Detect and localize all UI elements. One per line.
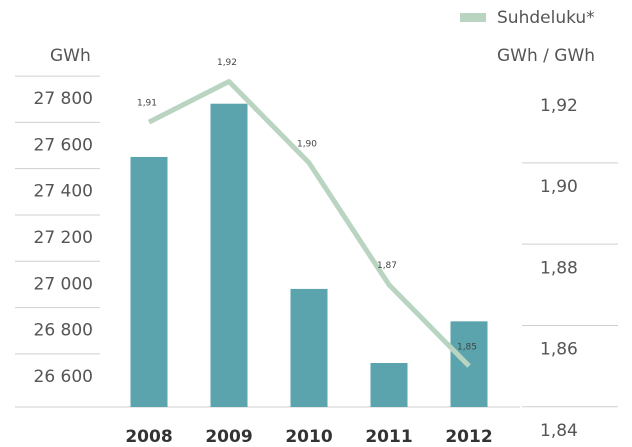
y-axis-label: GWh (50, 46, 91, 66)
bar (210, 103, 248, 408)
y2-tick-label: 1,84 (540, 421, 578, 441)
data-label: 1,92 (217, 58, 237, 68)
y2-axis-label: GWh / GWh (497, 46, 595, 66)
y2-tick-label: 1,86 (540, 340, 578, 360)
line-series (147, 79, 471, 368)
y2-tick-label: 1,90 (540, 177, 578, 197)
x-tick-label: 2012 (445, 427, 492, 447)
y2-tick-label: 1,92 (540, 96, 578, 116)
x-tick-label: 2008 (125, 427, 172, 447)
legend-swatch (460, 13, 486, 22)
bar (370, 363, 408, 407)
data-label: 1,87 (377, 261, 397, 271)
data-label: 1,85 (457, 342, 477, 352)
x-tick-label: 2009 (205, 427, 252, 447)
bar (290, 288, 328, 407)
x-tick-label: 2011 (365, 427, 412, 447)
data-label: 1,90 (297, 139, 317, 149)
y-tick-label: 27 600 (34, 135, 93, 155)
x-tick-label: 2010 (285, 427, 332, 447)
y-tick-label: 26 800 (34, 321, 93, 341)
y-tick-label: 27 000 (34, 274, 93, 294)
y-tick-label: 27 400 (34, 182, 93, 202)
y-tick-label: 26 600 (34, 367, 93, 387)
y2-tick-label: 1,88 (540, 258, 578, 278)
y-tick-label: 27 200 (34, 228, 93, 248)
data-label: 1,91 (137, 99, 157, 109)
legend-label: Suhdeluku* (497, 8, 595, 28)
y-tick-label: 27 800 (34, 89, 93, 109)
bar (130, 156, 168, 407)
